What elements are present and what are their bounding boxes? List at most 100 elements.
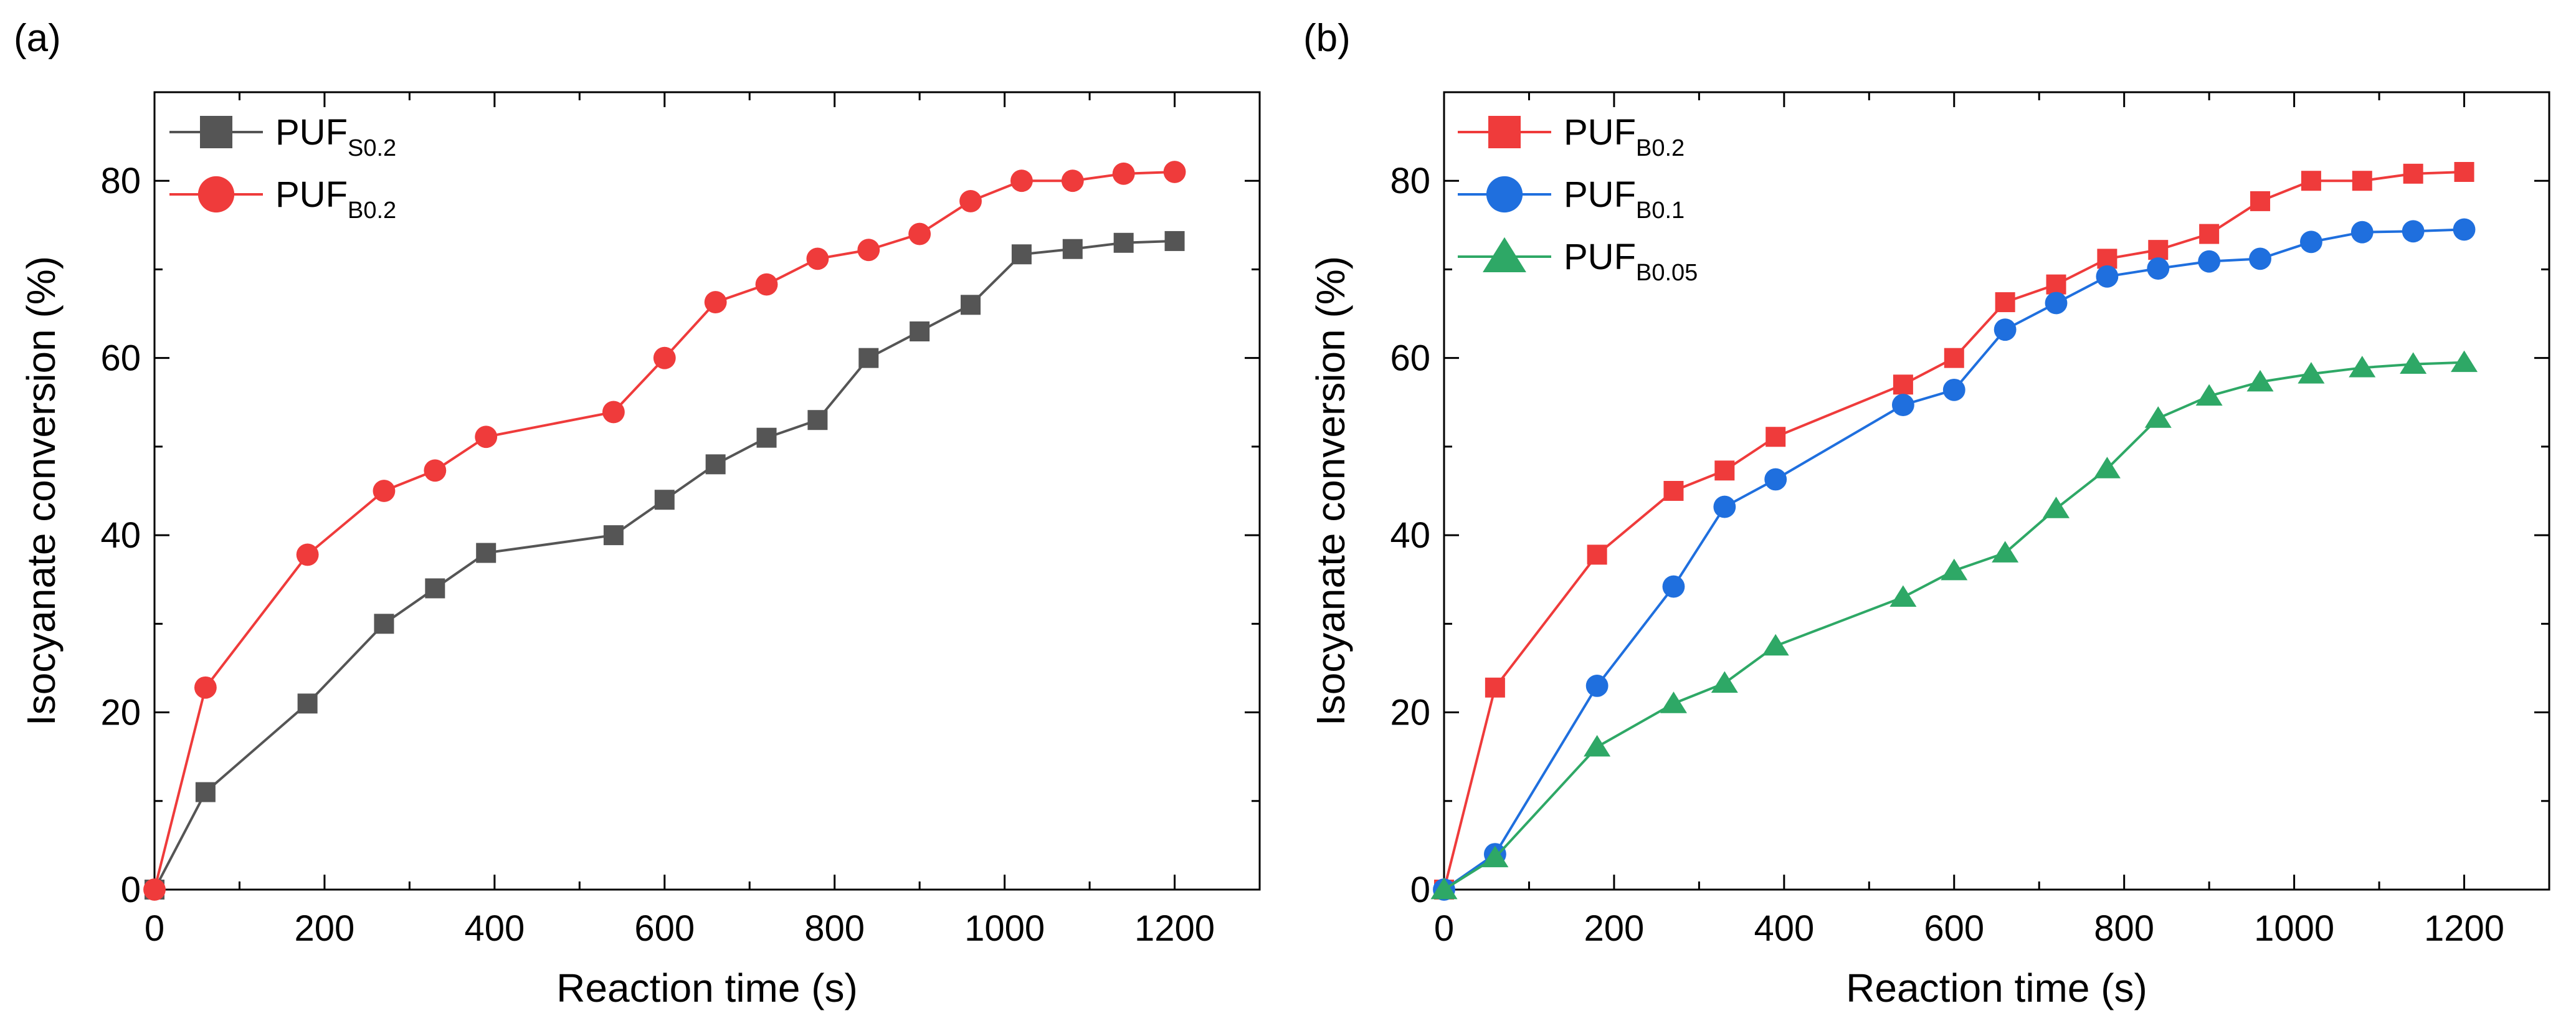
data-point xyxy=(143,878,166,901)
data-point xyxy=(2350,221,2374,244)
data-point xyxy=(1163,161,1186,183)
data-point xyxy=(2298,362,2325,384)
data-point xyxy=(1660,691,1687,713)
data-point xyxy=(2454,162,2474,182)
data-point xyxy=(2400,352,2427,374)
data-point xyxy=(1011,244,1032,265)
y-tick-label: 80 xyxy=(100,161,141,201)
data-point xyxy=(959,190,982,212)
data-point xyxy=(2246,369,2274,392)
x-tick-label: 400 xyxy=(1754,908,1814,949)
data-point xyxy=(475,425,498,449)
legend-label-subscript: S0.2 xyxy=(348,135,396,161)
data-point xyxy=(1764,468,1787,491)
legend-marker xyxy=(1486,176,1523,213)
data-point xyxy=(2045,292,2068,315)
data-point xyxy=(1941,558,1968,581)
data-point xyxy=(2299,230,2322,254)
plot-frame xyxy=(153,91,1261,891)
data-point xyxy=(1893,374,1913,395)
data-point xyxy=(1061,169,1084,192)
x-tick-label: 800 xyxy=(804,908,865,949)
y-tick-label: 60 xyxy=(100,338,141,379)
data-point xyxy=(424,459,447,482)
data-point xyxy=(2096,265,2119,288)
y-axis-title: Isocyanate conversion (%) xyxy=(1308,256,1353,726)
data-point xyxy=(1113,232,1134,253)
x-tick-label: 600 xyxy=(634,908,695,949)
legend-marker xyxy=(1488,116,1521,148)
x-axis-title: Reaction time (s) xyxy=(1846,966,2147,1010)
series-S0.2 xyxy=(145,230,1185,900)
x-tick-label: 0 xyxy=(1434,908,1454,949)
data-point xyxy=(1430,877,1458,900)
data-point xyxy=(1481,845,1509,868)
data-point xyxy=(195,782,216,802)
y-axis-title: Isocyanate conversion (%) xyxy=(19,256,64,726)
series-B0.05 xyxy=(1430,350,2478,900)
data-point xyxy=(1112,162,1135,185)
data-point xyxy=(476,543,497,563)
panel-a: (a) 0 200 400 600 800 1000 1200 0 20 40 60 80 Reactio… xyxy=(14,17,1261,1010)
data-point xyxy=(1010,169,1033,192)
panel-label: (b) xyxy=(1303,17,1351,60)
data-point xyxy=(1062,239,1083,259)
x-tick-label: 1000 xyxy=(2254,908,2334,949)
data-point xyxy=(2093,457,2121,478)
data-point xyxy=(374,614,394,634)
data-point xyxy=(2144,406,2172,428)
data-point xyxy=(2349,356,2376,378)
panel-b: (b) 0 200 400 600 800 1000 1200 0 20 40 60 80 Reactio… xyxy=(1303,17,2550,1010)
legend-label-subscript: B0.2 xyxy=(1636,135,1685,161)
data-point xyxy=(910,321,930,341)
data-point xyxy=(653,346,676,369)
x-tick-label: 600 xyxy=(1924,908,1984,949)
data-point xyxy=(602,401,625,424)
data-point xyxy=(1762,634,1789,656)
x-tick-label: 1200 xyxy=(2424,908,2504,949)
x-tick-label: 200 xyxy=(295,908,355,949)
data-point xyxy=(756,427,777,448)
legend-marker xyxy=(197,176,235,213)
data-point xyxy=(2195,384,2223,406)
series-line xyxy=(1443,361,2464,891)
data-point xyxy=(1584,734,1611,757)
data-point xyxy=(654,490,675,510)
data-point xyxy=(2046,274,2066,295)
data-point xyxy=(2199,224,2220,244)
x-tick-label: 400 xyxy=(464,908,525,949)
data-point xyxy=(2249,247,2271,270)
data-point xyxy=(1995,292,2015,313)
data-point xyxy=(296,543,319,566)
data-point xyxy=(2198,250,2221,273)
data-point xyxy=(1663,481,1684,501)
legend-marker xyxy=(200,116,232,148)
data-point xyxy=(2148,240,2169,260)
data-point xyxy=(1587,544,1607,565)
data-point xyxy=(1485,677,1505,698)
x-tick-label: 1200 xyxy=(1134,908,1215,949)
data-point xyxy=(2352,171,2372,191)
data-point xyxy=(857,239,880,262)
legend-label-subscript: B0.05 xyxy=(1636,260,1698,286)
data-point xyxy=(194,676,217,699)
data-point xyxy=(1766,427,1786,447)
data-point xyxy=(807,410,828,430)
data-point xyxy=(1944,348,1964,368)
data-point xyxy=(1994,318,2017,341)
data-point xyxy=(705,454,726,475)
data-point xyxy=(2403,163,2423,184)
data-point xyxy=(425,578,445,599)
data-point xyxy=(1662,575,1685,598)
data-point xyxy=(1891,394,1914,416)
data-point xyxy=(1164,230,1185,251)
data-point xyxy=(1713,495,1736,518)
plot-frame xyxy=(1443,91,2550,891)
y-tick-label: 40 xyxy=(1390,515,1430,556)
y-tick-label: 20 xyxy=(100,693,141,733)
data-point xyxy=(1711,671,1738,693)
data-point xyxy=(961,295,981,315)
legend-marker xyxy=(1483,237,1526,272)
